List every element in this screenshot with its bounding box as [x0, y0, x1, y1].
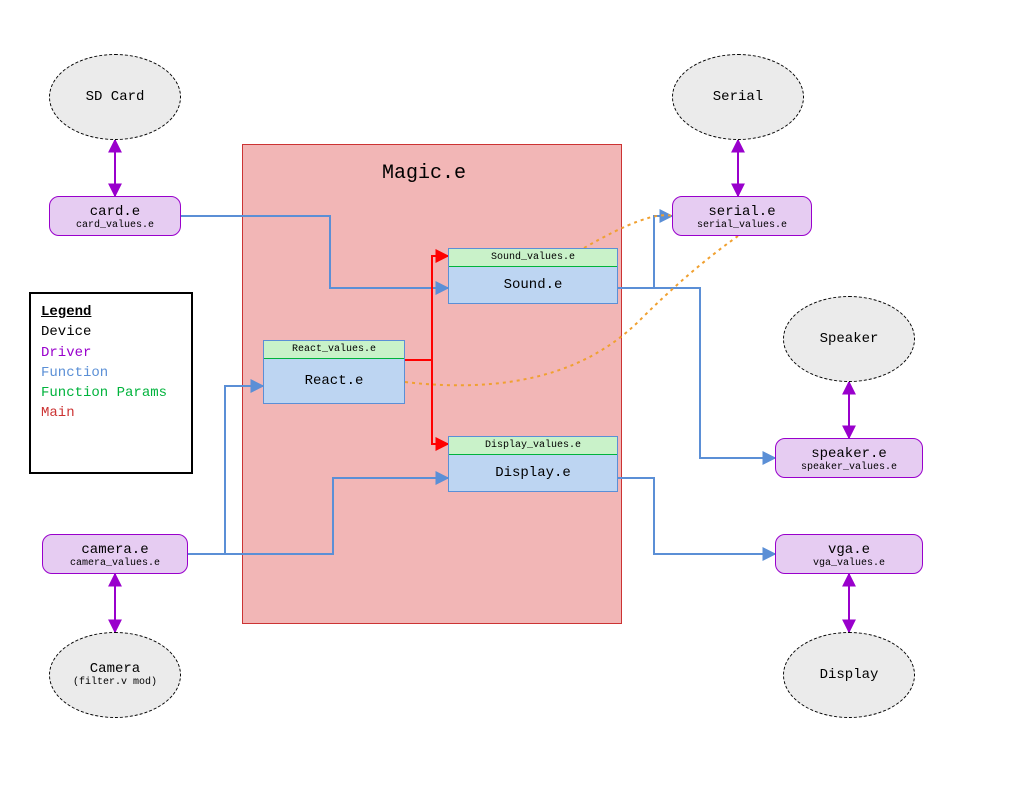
driver-label: speaker.e — [811, 446, 887, 462]
function-params: Sound_values.e — [449, 249, 617, 267]
device-label: Speaker — [820, 331, 879, 348]
main-title: Magic.e — [382, 162, 466, 185]
legend-item-params: Function Params — [41, 383, 181, 403]
driver-label: card.e — [90, 204, 140, 220]
driver-serial-e: serial.e serial_values.e — [672, 196, 812, 236]
device-label: Camera — [90, 661, 140, 678]
device-serial: Serial — [672, 54, 804, 140]
function-sound-e: Sound_values.e Sound.e — [448, 248, 618, 304]
device-speaker: Speaker — [783, 296, 915, 382]
function-display-e: Display_values.e Display.e — [448, 436, 618, 492]
driver-camera-e: camera.e camera_values.e — [42, 534, 188, 574]
driver-vga-e: vga.e vga_values.e — [775, 534, 923, 574]
driver-sublabel: speaker_values.e — [801, 462, 897, 473]
function-label: Sound.e — [504, 277, 563, 293]
function-label: Display.e — [495, 465, 571, 481]
driver-card-e: card.e card_values.e — [49, 196, 181, 236]
device-sublabel: (filter.v mod) — [73, 677, 157, 689]
legend-item-driver: Driver — [41, 343, 181, 363]
driver-sublabel: camera_values.e — [70, 558, 160, 569]
edge-display-to-vga — [618, 478, 775, 554]
device-camera: Camera (filter.v mod) — [49, 632, 181, 718]
function-label: React.e — [305, 373, 364, 389]
device-label: SD Card — [86, 89, 145, 106]
diagram-canvas: Magic.e — [0, 0, 1025, 791]
function-params: Display_values.e — [449, 437, 617, 455]
driver-sublabel: vga_values.e — [813, 558, 885, 569]
device-display: Display — [783, 632, 915, 718]
device-label: Display — [820, 667, 879, 684]
driver-sublabel: serial_values.e — [697, 220, 787, 231]
driver-label: vga.e — [828, 542, 870, 558]
edge-sound-to-speaker — [618, 288, 775, 458]
edge-sound-to-serial — [618, 216, 672, 288]
driver-speaker-e: speaker.e speaker_values.e — [775, 438, 923, 478]
driver-sublabel: card_values.e — [76, 220, 154, 231]
legend-item-main: Main — [41, 403, 181, 423]
legend-box: Legend Device Driver Function Function P… — [29, 292, 193, 474]
driver-label: serial.e — [708, 204, 775, 220]
function-react-e: React_values.e React.e — [263, 340, 405, 404]
driver-label: camera.e — [81, 542, 148, 558]
legend-item-function: Function — [41, 363, 181, 383]
legend-title: Legend — [41, 302, 181, 322]
device-sd-card: SD Card — [49, 54, 181, 140]
function-params: React_values.e — [264, 341, 404, 359]
legend-item-device: Device — [41, 322, 181, 342]
device-label: Serial — [713, 89, 763, 106]
